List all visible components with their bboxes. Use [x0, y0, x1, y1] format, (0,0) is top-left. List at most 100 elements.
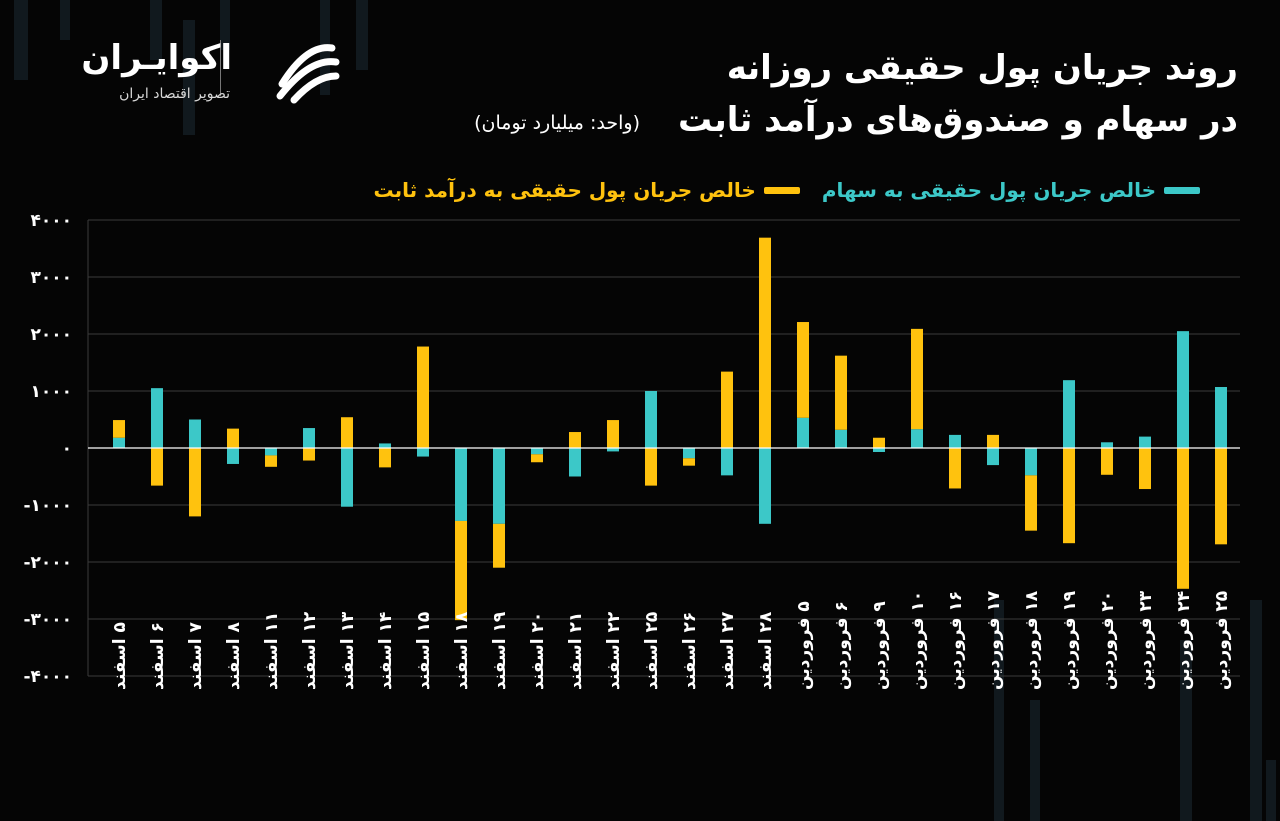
- x-tick-label: ۸ اسفند: [224, 622, 244, 690]
- bar-stocks: [1177, 331, 1189, 448]
- bar-stocks: [1215, 387, 1227, 448]
- bar-stocks: [683, 448, 695, 459]
- logo-separator: [220, 40, 221, 96]
- x-tick-label: ۱۵ اسفند: [414, 612, 434, 690]
- bar-stocks: [721, 448, 733, 476]
- bar-stocks: [759, 448, 771, 524]
- bar-stocks: [341, 448, 353, 507]
- x-tick-label: ۱۹ اسفند: [490, 611, 510, 690]
- x-tick-label: ۲۷ اسفند: [718, 611, 738, 690]
- y-tick-label: ۱۰۰۰: [30, 382, 72, 402]
- brand-tagline: تصویر اقتصاد ایران: [119, 86, 230, 102]
- bar-fixed-income: [493, 523, 505, 568]
- bar-stocks: [113, 437, 125, 448]
- bar-stocks: [303, 428, 315, 448]
- x-tick-label: ۱۸ فروردین: [1022, 590, 1042, 690]
- y-tick-label: ۳۰۰۰: [30, 268, 72, 288]
- bar-fixed-income: [569, 432, 581, 448]
- legend-item-stocks: خالص جریان پول حقیقی به سهام: [822, 178, 1200, 202]
- x-tick-label: ۲۰ اسفند: [528, 612, 548, 690]
- bar-stocks: [455, 448, 467, 521]
- bar-fixed-income: [189, 448, 201, 517]
- legend-item-fixed-income: خالص جریان پول حقیقی به درآمد ثابت: [373, 178, 800, 202]
- x-tick-label: ۲۵ اسفند: [642, 612, 662, 690]
- x-tick-label: ۲۴ فروردین: [1174, 591, 1194, 690]
- x-tick-label: ۲۶ اسفند: [680, 612, 700, 690]
- bar-stocks: [493, 448, 505, 524]
- x-tick-label: ۱۷ فروردین: [984, 590, 1004, 690]
- bar-fixed-income: [1215, 448, 1227, 545]
- legend-label-fixed-income: خالص جریان پول حقیقی به درآمد ثابت: [373, 178, 756, 202]
- bar-stocks: [379, 443, 391, 448]
- y-tick-label: ۴۰۰۰: [30, 211, 72, 231]
- chart-legend: خالص جریان پول حقیقی به سهام خالص جریان …: [373, 178, 1200, 202]
- y-tick-label: ۰: [62, 439, 72, 459]
- x-tick-label: ۶ اسفند: [148, 622, 168, 690]
- brand-name: اکوایـران: [81, 38, 232, 78]
- y-tick-label: -۳۰۰۰: [23, 610, 72, 630]
- bar-stocks: [873, 448, 885, 452]
- bar-fixed-income: [683, 458, 695, 466]
- bar-stocks: [797, 417, 809, 448]
- bar-fixed-income: [379, 448, 391, 468]
- bar-stocks: [151, 388, 163, 448]
- x-tick-label: ۱۲ اسفند: [300, 611, 320, 690]
- bar-stocks: [189, 419, 201, 448]
- bar-fixed-income: [113, 420, 125, 438]
- bar-stocks: [417, 448, 429, 457]
- x-tick-label: ۲۵ فروردین: [1212, 591, 1232, 690]
- bar-fixed-income: [873, 437, 885, 448]
- x-tick-label: ۱۱ اسفند: [262, 612, 282, 690]
- bar-stocks: [835, 429, 847, 448]
- x-tick-label: ۲۸ اسفند: [756, 611, 776, 690]
- bar-fixed-income: [227, 428, 239, 448]
- x-tick-label: ۷ اسفند: [186, 622, 206, 690]
- bar-fixed-income: [949, 448, 961, 489]
- bar-stocks: [607, 448, 619, 452]
- legend-label-stocks: خالص جریان پول حقیقی به سهام: [821, 178, 1156, 202]
- bar-stocks: [1025, 448, 1037, 476]
- legend-swatch-stocks: [1164, 186, 1200, 194]
- x-tick-label: ۲۰ فروردین: [1098, 591, 1118, 690]
- bar-stocks: [1063, 380, 1075, 448]
- bar-fixed-income: [645, 448, 657, 486]
- unit-label: (واحد: میلیارد تومان): [474, 112, 640, 134]
- bar-fixed-income: [531, 454, 543, 463]
- bar-fixed-income: [1177, 448, 1189, 589]
- bar-fixed-income: [455, 520, 467, 621]
- chart-title: روند جریان پول حقیقی روزانه در سهام و صن…: [678, 42, 1238, 146]
- title-line-2: در سهام و صندوق‌های درآمد ثابت: [678, 100, 1238, 140]
- x-tick-label: ۲۱ اسفند: [566, 612, 586, 690]
- y-tick-label: -۲۰۰۰: [23, 553, 72, 573]
- x-tick-label: ۱۰ فروردین: [908, 591, 928, 690]
- bar-fixed-income: [341, 417, 353, 448]
- legend-swatch-fixed-income: [763, 186, 800, 194]
- x-tick-label: ۲۳ فروردین: [1136, 590, 1156, 690]
- bar-fixed-income: [151, 448, 163, 486]
- bar-stocks: [531, 448, 543, 455]
- bar-stocks: [949, 434, 961, 448]
- bar-fixed-income: [721, 371, 733, 448]
- x-tick-label: ۱۹ فروردین: [1060, 590, 1080, 690]
- y-tick-label: -۴۰۰۰: [23, 667, 72, 687]
- bar-fixed-income: [417, 346, 429, 448]
- y-tick-label: -۱۰۰۰: [23, 496, 72, 516]
- bar-stocks: [645, 391, 657, 448]
- x-tick-label: ۱۳ اسفند: [338, 611, 358, 690]
- bar-fixed-income: [607, 420, 619, 448]
- x-tick-label: ۵ اسفند: [110, 622, 130, 690]
- bar-stocks: [1101, 442, 1113, 448]
- bar-stocks: [265, 448, 277, 456]
- title-line-1: روند جریان پول حقیقی روزانه: [726, 48, 1238, 88]
- bar-fixed-income: [797, 322, 809, 418]
- bar-stocks: [227, 448, 239, 464]
- bar-fixed-income: [1101, 448, 1113, 475]
- bar-stocks: [569, 448, 581, 477]
- x-tick-label: ۹ فروردین: [870, 601, 890, 690]
- x-tick-label: ۱۶ فروردین: [946, 591, 966, 690]
- bar-fixed-income: [303, 448, 315, 461]
- bar-fixed-income: [1025, 475, 1037, 531]
